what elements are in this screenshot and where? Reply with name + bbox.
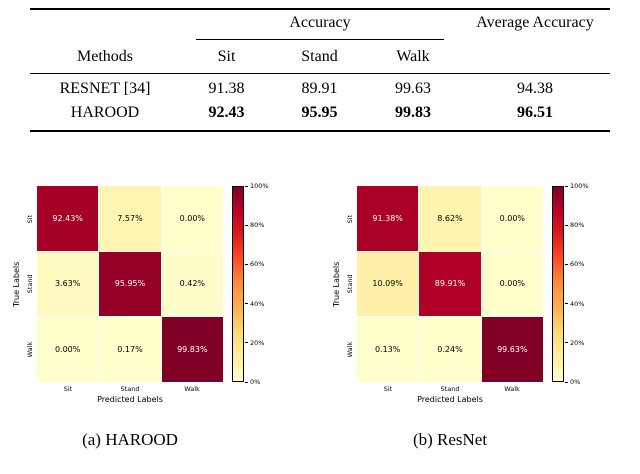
- y-tick-labels: Sit Stand Walk: [343, 186, 357, 382]
- colorbar-tick-label: 100%: [245, 182, 269, 190]
- colorbar-tick-label: 80%: [565, 221, 584, 229]
- heatmap-grid: 92.43% 7.57% 0.00% 3.63% 95.95% 0.42% 0.00% 0.1…: [37, 186, 223, 382]
- method-name: HAROOD: [70, 104, 140, 121]
- colorbar-tick-label: 100%: [565, 182, 589, 190]
- colorbar-tick-label: 60%: [245, 260, 264, 268]
- x-tick-labels: Sit Stand Walk: [37, 385, 223, 393]
- figures-row: True Labels Sit Stand Walk 92.43% 7.57% 0.00…: [0, 182, 640, 450]
- y-tick-label: Sit: [346, 214, 354, 223]
- heatmap-cell: 0.00%: [481, 186, 543, 251]
- column-header-empty: [460, 40, 610, 73]
- column-header-sit: Sit: [217, 47, 236, 65]
- colorbar-tick-label: 0%: [565, 378, 580, 386]
- value-stand: 95.95: [301, 104, 338, 121]
- y-axis-label: True Labels: [12, 261, 21, 307]
- y-axis-label: True Labels: [332, 261, 341, 307]
- heatmap-cell: 0.13%: [357, 317, 419, 382]
- colorbar-tick-label: 60%: [565, 260, 584, 268]
- column-header-walk: Walk: [396, 47, 430, 65]
- heatmap-cell: 10.09%: [357, 251, 419, 317]
- method-name: RESNET [34]: [59, 80, 151, 97]
- column-header-stand: Stand: [301, 47, 338, 65]
- x-axis-label: Predicted Labels: [417, 395, 483, 404]
- colorbar-gradient: [552, 186, 564, 382]
- x-tick-label: Walk: [184, 385, 200, 393]
- x-axis-label: Predicted Labels: [97, 395, 163, 404]
- y-tick-label: Sit: [26, 214, 34, 223]
- colorbar-labels: 0% 20% 40% 60% 80% 100%: [245, 182, 275, 386]
- heatmap-cell: 0.00%: [481, 251, 543, 317]
- x-tick-labels: Sit Stand Walk: [357, 385, 543, 393]
- heatmap-cell: 0.17%: [99, 317, 161, 382]
- y-tick-label: Walk: [346, 341, 354, 358]
- value-walk: 99.83: [395, 104, 431, 121]
- y-tick-labels: Sit Stand Walk: [23, 186, 37, 382]
- value-stand: 89.91: [301, 80, 338, 97]
- table-row: RESNET [34] 91.38 89.91 99.63 94.38: [30, 77, 610, 101]
- heatmap-cell: 7.57%: [99, 186, 161, 251]
- value-sit: 91.38: [208, 80, 245, 97]
- colorbar-gradient: [232, 186, 244, 382]
- heatmap-cell: 0.24%: [419, 317, 481, 382]
- colorbar-tick-label: 20%: [245, 339, 264, 347]
- heatmap-cell: 89.91%: [419, 251, 481, 317]
- heatmap-cell: 8.62%: [419, 186, 481, 251]
- value-sit: 92.43: [208, 104, 245, 121]
- value-average: 94.38: [517, 80, 553, 97]
- value-walk: 99.63: [395, 80, 431, 97]
- colorbar-labels: 0% 20% 40% 60% 80% 100%: [565, 182, 595, 386]
- column-header-methods: Methods: [77, 47, 133, 65]
- heatmap-cell: 91.38%: [357, 186, 419, 251]
- value-average: 96.51: [517, 104, 553, 121]
- x-tick-label: Stand: [440, 385, 460, 393]
- figure-caption: (b) ResNet: [412, 430, 488, 449]
- y-tick-label: Stand: [346, 274, 354, 294]
- heatmap-cell: 99.63%: [481, 317, 543, 382]
- colorbar-tick-label: 0%: [245, 378, 260, 386]
- x-tick-label: Walk: [504, 385, 520, 393]
- colorbar-tick-label: 80%: [245, 221, 264, 229]
- colorbar: 0% 20% 40% 60% 80% 100%: [232, 182, 275, 386]
- heatmap-cell: 0.00%: [161, 186, 223, 251]
- colorbar-tick-label: 20%: [565, 339, 584, 347]
- accuracy-group-header: Accuracy: [196, 10, 444, 40]
- table-corner-cell: [30, 10, 180, 40]
- confusion-matrix-figure-resnet: True Labels Sit Stand Walk 91.38% 8.62% 0.00…: [330, 182, 630, 450]
- colorbar-tick-label: 40%: [565, 300, 584, 308]
- figure-caption: (a) HAROOD: [82, 430, 178, 449]
- results-table: Accuracy Average Accuracy Methods Sit St…: [30, 8, 610, 132]
- x-tick-label: Sit: [63, 385, 73, 393]
- heatmap-cell: 3.63%: [37, 251, 99, 317]
- heatmap-cell: 95.95%: [99, 251, 161, 317]
- heatmap-cell: 0.00%: [37, 317, 99, 382]
- table-midrule: [30, 73, 610, 74]
- table-row: HAROOD 92.43 95.95 99.83 96.51: [30, 101, 610, 125]
- colorbar: 0% 20% 40% 60% 80% 100%: [552, 182, 595, 386]
- y-tick-label: Stand: [26, 274, 34, 294]
- average-accuracy-header: Average Accuracy: [476, 14, 594, 31]
- heatmap-cell: 99.83%: [161, 317, 223, 382]
- heatmap-cell: 0.42%: [161, 251, 223, 317]
- x-tick-label: Sit: [383, 385, 393, 393]
- x-tick-label: Stand: [120, 385, 140, 393]
- colorbar-tick-label: 40%: [245, 300, 264, 308]
- confusion-matrix-figure-harood: True Labels Sit Stand Walk 92.43% 7.57% 0.00…: [10, 182, 310, 450]
- heatmap-cell: 92.43%: [37, 186, 99, 251]
- heatmap-grid: 91.38% 8.62% 0.00% 10.09% 89.91% 0.00% 0.13% 0.…: [357, 186, 543, 382]
- y-tick-label: Walk: [26, 341, 34, 358]
